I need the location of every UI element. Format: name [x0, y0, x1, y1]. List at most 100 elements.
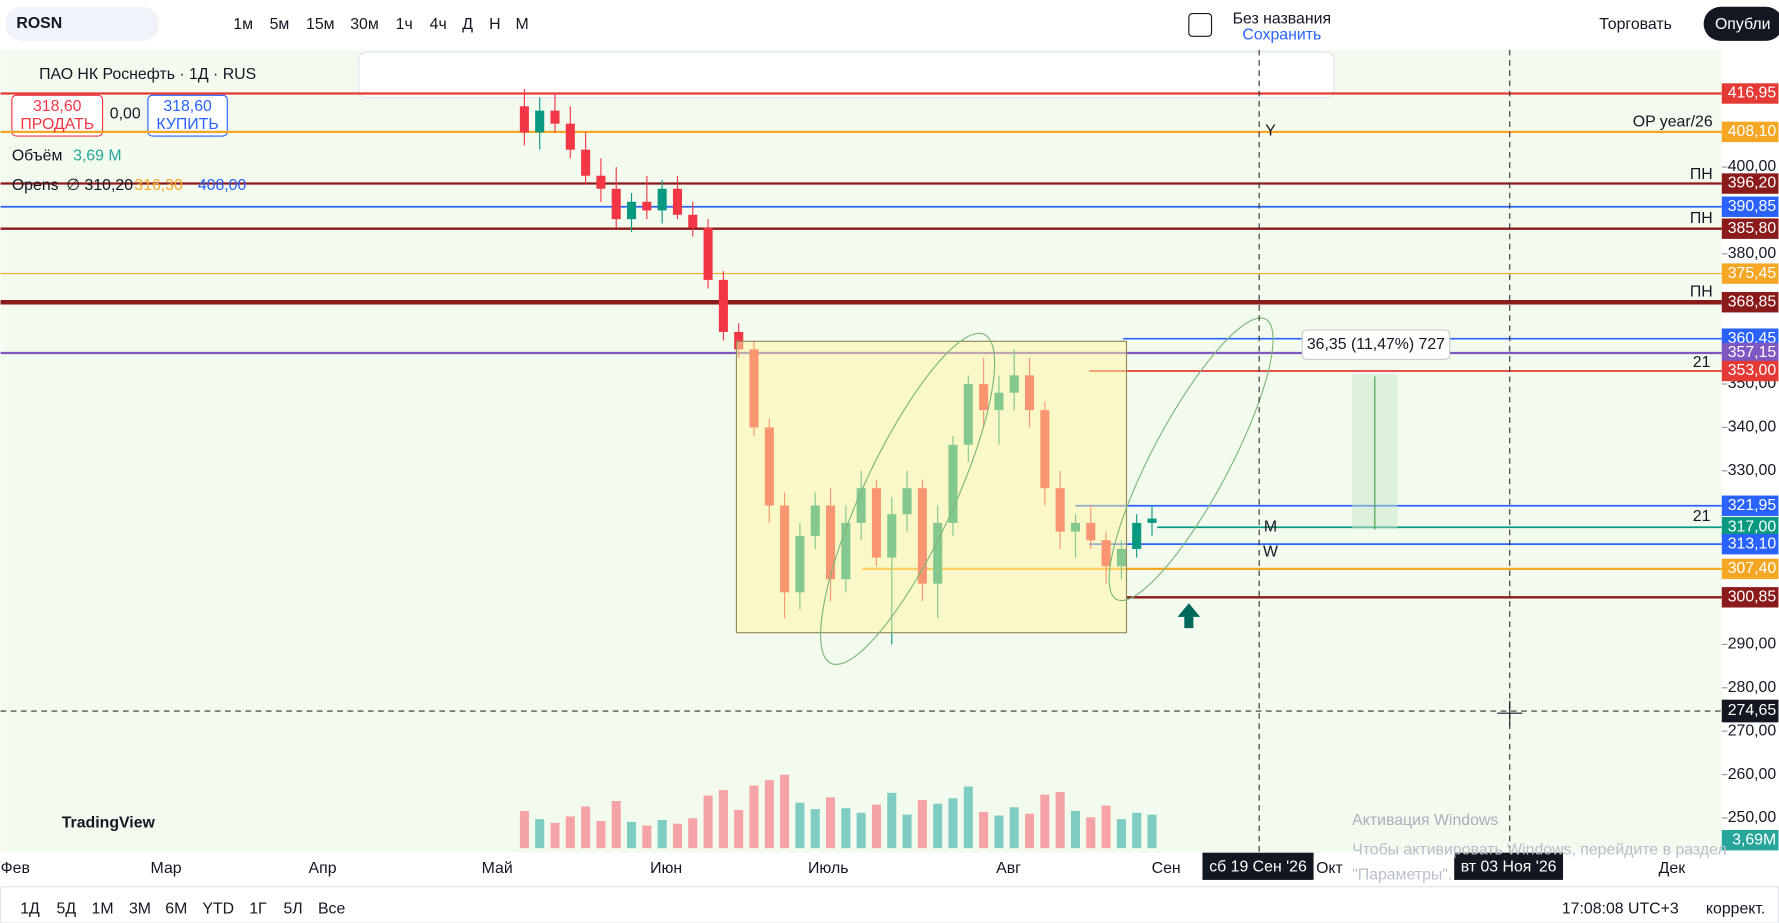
volume-bar — [718, 790, 728, 849]
annotation: 21 — [1693, 508, 1711, 525]
candle-body — [688, 214, 698, 228]
annotation: 21 — [1693, 354, 1711, 371]
watermark: Чтобы активировать Windows, перейдите в … — [1352, 842, 1727, 859]
range-button[interactable]: 1Г — [249, 901, 267, 918]
top-toolbar — [0, 0, 1779, 50]
x-tick-label: Май — [482, 860, 513, 877]
price-label: 321,95 — [1728, 497, 1777, 514]
volume-bar — [979, 811, 989, 849]
timeframe[interactable]: Д — [462, 16, 473, 33]
x-tick-label: Июль — [808, 860, 848, 877]
y-tick-label: 280,00 — [1728, 679, 1777, 696]
buy-button[interactable] — [147, 94, 228, 137]
range-button[interactable]: 1Д — [20, 901, 40, 918]
price-label-bg — [1721, 218, 1779, 239]
y-tick-label: 380,00 — [1728, 245, 1777, 262]
candle-body — [703, 227, 713, 280]
timeframe[interactable]: 30м — [350, 16, 379, 33]
candle-body — [550, 110, 560, 124]
volume-bar — [519, 810, 529, 849]
price-label: 317,00 — [1728, 518, 1777, 535]
watermark: "Параметры". — [1352, 867, 1452, 884]
volume-bar — [703, 795, 713, 849]
legend-title: ПАО НК Роснефть · 1Д · RUS — [39, 66, 256, 83]
volume-bar — [749, 785, 759, 849]
candle-body — [1147, 518, 1157, 523]
annotation: ПН — [1690, 284, 1713, 301]
volume-bar — [611, 800, 621, 849]
timeframe[interactable]: 1ч — [396, 16, 413, 33]
volume-bar — [902, 814, 912, 849]
price-label: 368,85 — [1728, 293, 1777, 310]
price-label-bg — [1721, 196, 1779, 217]
x-tick-label: Июн — [650, 860, 682, 877]
range-button[interactable]: 1М — [92, 901, 114, 918]
range-button[interactable]: 5Л — [283, 901, 302, 918]
price-label: 360,45 — [1728, 330, 1777, 347]
annotation: OP year/26 — [1633, 114, 1713, 131]
y-tick-label: 400,00 — [1728, 158, 1777, 175]
adjust-button[interactable]: коррект. — [1706, 901, 1765, 918]
volume-bar — [841, 808, 851, 849]
volume-bar — [550, 822, 560, 849]
price-label: 408,10 — [1728, 123, 1777, 140]
price-label: 357,15 — [1728, 344, 1777, 361]
candle-body — [672, 188, 682, 215]
volume-bar — [657, 820, 667, 849]
volume-bar — [994, 815, 1004, 849]
price-label: 300,85 — [1728, 589, 1777, 606]
bottom-bar — [0, 886, 1779, 923]
publish-button[interactable]: Опубли — [1715, 16, 1771, 33]
timeframe[interactable]: 15м — [306, 16, 335, 33]
timeframe[interactable]: 5м — [270, 16, 290, 33]
timeframe[interactable]: М — [516, 16, 529, 33]
range-button[interactable]: YTD — [202, 901, 234, 918]
volume-name: Объём — [12, 148, 63, 165]
price-label: 375,45 — [1728, 265, 1777, 282]
volume-bar — [856, 812, 866, 849]
volume-bar — [1086, 817, 1096, 849]
ellipse-drawing — [820, 332, 996, 666]
range-button[interactable]: 5Д — [57, 901, 77, 918]
volume-value: 3,69 M — [73, 148, 121, 165]
volume-bar — [795, 802, 805, 849]
volume-bar — [810, 809, 820, 849]
indicator-value: 316,30 — [134, 177, 183, 194]
timeframe[interactable]: 4ч — [430, 16, 447, 33]
timeframe[interactable]: 1м — [233, 16, 253, 33]
range-button[interactable]: Все — [318, 901, 346, 918]
y-tick-label: 270,00 — [1728, 722, 1777, 739]
price-label-bg — [1721, 263, 1779, 284]
volume-bar — [871, 804, 881, 849]
candle-body — [1132, 522, 1142, 549]
price-label-bg — [1721, 587, 1779, 608]
watermark: Активация Windows — [1352, 812, 1498, 829]
volume-bar — [1009, 807, 1019, 849]
volume-bar — [1147, 814, 1157, 849]
symbol-search[interactable] — [5, 6, 160, 41]
price-label: 313,10 — [1728, 535, 1777, 552]
volume-bar — [596, 820, 606, 849]
candle-body — [565, 123, 575, 150]
x-tick-label: Дек — [1659, 860, 1687, 877]
publish-button[interactable] — [1703, 6, 1779, 41]
trade-button[interactable]: Торговать — [1599, 16, 1672, 33]
volume-bar — [1132, 812, 1142, 849]
range-button[interactable]: 3М — [129, 901, 151, 918]
sell-button[interactable] — [11, 94, 104, 137]
volume-bar — [764, 780, 774, 849]
price-label-bg — [1721, 83, 1779, 104]
date-label: сб 19 Сен '26 — [1209, 859, 1307, 876]
crosshair-cursor — [1497, 700, 1523, 726]
range-button[interactable]: 6М — [165, 901, 187, 918]
y-tick-label: 290,00 — [1728, 636, 1777, 653]
timeframe[interactable]: Н — [489, 16, 500, 33]
price-label: 385,80 — [1728, 220, 1777, 237]
annotation: ПН — [1690, 210, 1713, 227]
volume-bar — [780, 774, 790, 849]
price-label: 390,85 — [1728, 198, 1777, 215]
spread: 0,00 — [110, 106, 141, 123]
layout-icon — [1188, 13, 1213, 37]
